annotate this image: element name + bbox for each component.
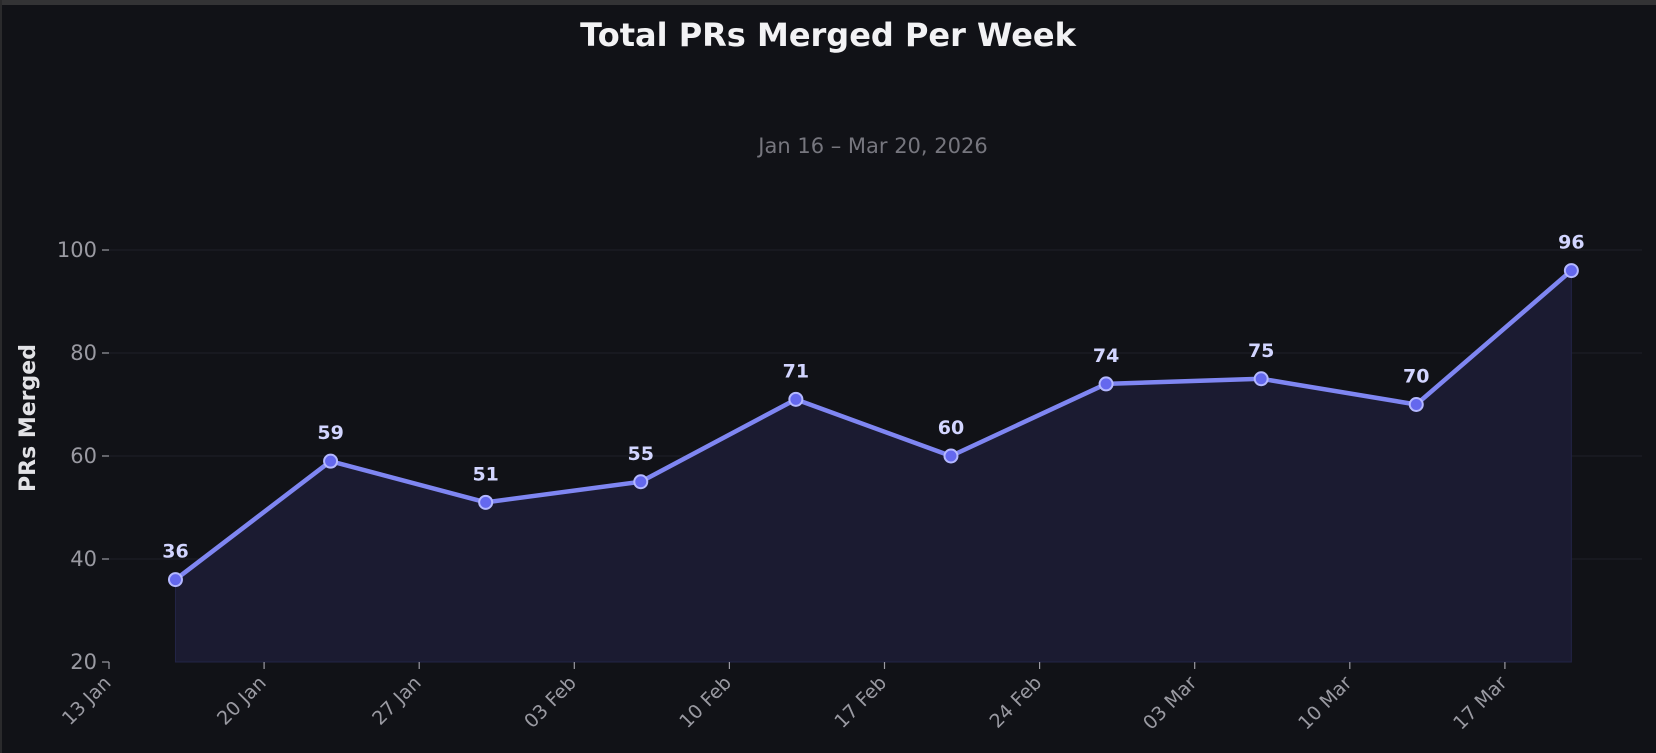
x-tick-label: 24 Feb: [985, 672, 1046, 733]
x-tick-label: 17 Feb: [830, 672, 891, 733]
window-left-border: [0, 0, 2, 753]
data-point: [1098, 376, 1114, 392]
y-axis-label: PRs Merged: [16, 344, 41, 492]
x-tick-label: 13 Jan: [58, 672, 116, 730]
data-point: [633, 474, 649, 490]
data-point: [1408, 397, 1424, 412]
window-top-border: [0, 0, 1656, 5]
chart-title: Total PRs Merged Per Week: [580, 16, 1076, 54]
data-label: 74: [1093, 345, 1119, 367]
data-label: 71: [783, 360, 809, 382]
x-tick-label: 10 Mar: [1294, 672, 1356, 734]
data-label: 70: [1403, 366, 1429, 388]
data-point: [323, 453, 339, 469]
data-label: 96: [1558, 232, 1584, 254]
data-point: [167, 572, 183, 588]
series-line: [174, 268, 1573, 582]
data-label: 60: [938, 417, 964, 439]
data-label: 75: [1248, 340, 1274, 362]
data-label: 51: [472, 463, 498, 485]
y-tick-label: 100: [57, 238, 97, 262]
y-tick-label: 60: [70, 444, 97, 468]
data-point: [478, 494, 494, 510]
x-tick-label: 10 Feb: [675, 672, 736, 733]
x-tick-label: 27 Jan: [368, 672, 426, 730]
x-tick-label: 03 Mar: [1139, 672, 1201, 734]
x-tick-label: 17 Mar: [1449, 672, 1511, 734]
data-point: [943, 448, 959, 464]
area-fill: [174, 269, 1572, 663]
data-label: 55: [628, 443, 654, 465]
data-point: [788, 391, 804, 407]
y-tick-label: 80: [70, 341, 97, 365]
x-tick-label: 20 Jan: [213, 672, 271, 730]
data-label: 36: [162, 541, 188, 563]
data-point: [1563, 263, 1579, 279]
chart-subtitle: Jan 16 – Mar 20, 2026: [756, 134, 987, 158]
y-tick-label: 40: [70, 547, 97, 571]
x-tick-label: 03 Feb: [520, 672, 581, 733]
data-point: [1253, 371, 1269, 387]
data-label: 59: [317, 422, 343, 444]
y-tick-label: 20: [70, 650, 97, 674]
